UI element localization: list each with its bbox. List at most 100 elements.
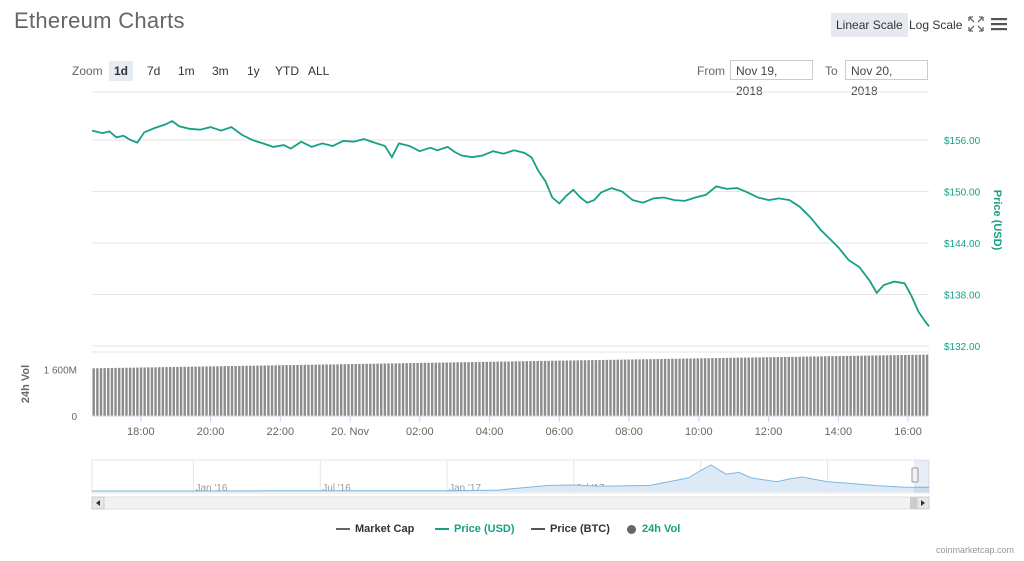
volume-bar — [489, 361, 492, 416]
volume-bar — [252, 365, 256, 416]
volume-bar — [711, 358, 714, 416]
legend-price-btc[interactable]: Price (BTC) — [531, 523, 610, 535]
volume-bar — [743, 357, 747, 416]
volume-bar — [598, 359, 601, 416]
volume-bar — [103, 368, 106, 416]
price-axis-title: Price (USD) — [991, 190, 1003, 251]
volume-bar — [594, 360, 598, 416]
zoom-1d-button[interactable]: 1d — [109, 61, 134, 81]
volume-bar — [474, 362, 478, 416]
from-date-input[interactable]: Nov 19, 2018 — [730, 60, 813, 98]
volume-bar — [518, 361, 521, 416]
volume-bar — [460, 362, 463, 416]
volume-bar — [496, 361, 499, 416]
volume-bar — [747, 357, 750, 416]
volume-bar — [849, 355, 852, 416]
volume-bar — [387, 363, 390, 416]
volume-bar — [121, 367, 125, 416]
volume-bar — [125, 367, 128, 416]
volume-bar — [92, 368, 95, 416]
volume-bar — [347, 364, 350, 416]
volume-bar — [692, 358, 696, 416]
zoom-7d-button[interactable]: 7d — [147, 64, 161, 78]
menu-icon[interactable] — [990, 16, 1008, 32]
volume-bar — [878, 355, 881, 416]
legend-price-usd[interactable]: Price (USD) — [435, 523, 515, 535]
zoom-ytd-button[interactable]: YTD — [275, 64, 299, 78]
navigator-area — [92, 464, 929, 492]
x-tick-label: 20:00 — [197, 426, 225, 438]
legend-label: Price (USD) — [454, 523, 515, 535]
volume-bar — [412, 363, 416, 416]
volume-bar — [416, 362, 419, 416]
volume-bar — [678, 358, 681, 416]
zoom-all-button[interactable]: ALL — [308, 64, 330, 78]
zoom-1m-button[interactable]: 1m — [178, 64, 195, 78]
log-scale-button[interactable]: Log Scale — [909, 18, 963, 32]
volume-bar — [682, 358, 685, 416]
volume-bar — [358, 363, 361, 416]
volume-bar — [136, 367, 139, 416]
volume-bar — [132, 367, 135, 416]
volume-bar — [783, 356, 787, 416]
x-tick-label: 10:00 — [685, 426, 713, 438]
credit-link[interactable]: coinmarketcap.com — [935, 545, 1014, 555]
volume-bar — [631, 359, 634, 416]
volume-bar — [787, 356, 791, 416]
volume-bar — [143, 367, 146, 416]
price-tick-label: $144.00 — [944, 239, 981, 250]
volume-bar — [390, 363, 394, 416]
volume-bar — [660, 358, 663, 416]
volume-bar — [576, 360, 579, 416]
volume-bar — [652, 359, 656, 416]
navigator-handle[interactable] — [911, 467, 919, 483]
linear-scale-button[interactable]: Linear Scale — [831, 13, 908, 37]
zoom-3m-button[interactable]: 3m — [212, 64, 229, 78]
volume-bar — [278, 365, 281, 416]
volume-bar — [845, 355, 849, 416]
volume-bar — [234, 365, 237, 416]
volume-bar — [780, 357, 783, 416]
volume-bar — [667, 358, 670, 416]
volume-bar — [267, 365, 270, 416]
volume-bar — [285, 365, 288, 416]
volume-tick-label: 1 600M — [44, 365, 77, 376]
volume-bar — [907, 354, 911, 416]
volume-bar — [128, 367, 132, 416]
legend-market-cap[interactable]: Market Cap — [336, 523, 414, 535]
volume-bar — [627, 359, 630, 416]
volume-bar — [736, 357, 740, 416]
volume-bar — [871, 355, 874, 416]
volume-bar — [150, 367, 154, 416]
volume-bar — [114, 367, 117, 416]
volume-bar — [714, 358, 718, 416]
volume-bar — [565, 360, 569, 416]
volume-bar — [445, 362, 448, 416]
to-label: To — [825, 64, 838, 78]
volume-bar — [813, 356, 816, 416]
volume-bar — [318, 364, 321, 416]
volume-bar — [321, 364, 325, 416]
volume-bar — [918, 354, 922, 416]
zoom-1y-button[interactable]: 1y — [247, 64, 260, 78]
volume-bar — [420, 362, 423, 416]
volume-bar — [96, 368, 99, 416]
volume-bar — [248, 365, 252, 416]
fullscreen-icon[interactable] — [968, 16, 984, 32]
volume-bar — [511, 361, 514, 416]
scrollbar[interactable] — [91, 496, 930, 510]
volume-bar — [773, 357, 776, 416]
volume-bar — [394, 363, 397, 416]
volume-bar — [354, 363, 357, 416]
volume-bar — [802, 356, 805, 416]
scrollbar-thumb[interactable] — [910, 497, 917, 509]
x-tick-label: 04:00 — [476, 426, 504, 438]
volume-bar — [270, 365, 274, 416]
volume-bar — [922, 354, 925, 416]
ethereum-price-chart: $156.00 $150.00 $144.00 $138.00 $132.00 Pric… — [20, 91, 1003, 510]
volume-bar — [904, 354, 907, 416]
volume-bar — [685, 358, 689, 416]
volume-bar — [398, 363, 401, 416]
to-date-input[interactable]: Nov 20, 2018 — [845, 60, 928, 98]
legend-24h-vol[interactable]: 24h Vol — [627, 523, 680, 535]
